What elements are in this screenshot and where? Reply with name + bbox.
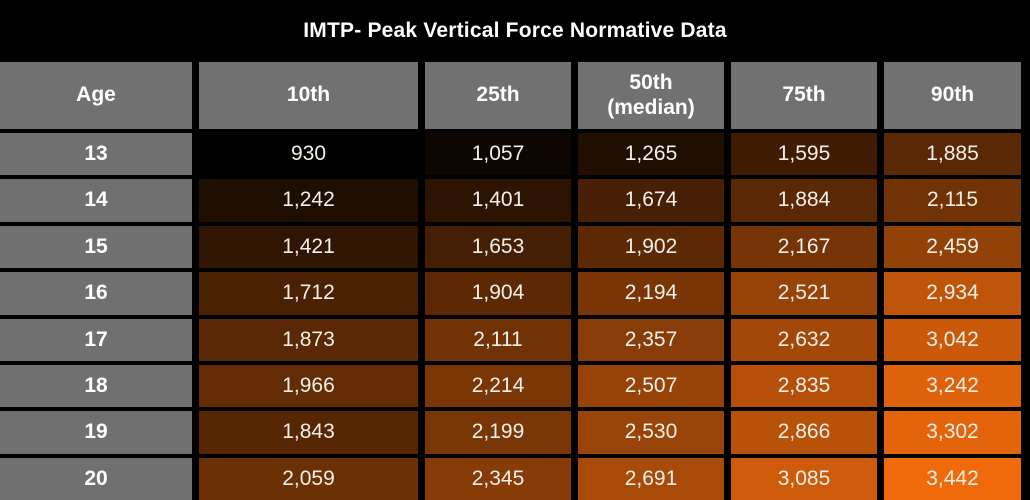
value-cell: 3,302 <box>884 411 1021 454</box>
column-header-sublabel: (median) <box>607 95 695 119</box>
value-cell: 3,442 <box>884 457 1021 500</box>
value-cell: 2,866 <box>731 411 877 454</box>
value-cell: 1,265 <box>578 133 724 176</box>
value-cell: 1,401 <box>425 179 571 222</box>
value-cell: 2,345 <box>425 457 571 500</box>
value-cell: 2,059 <box>199 457 418 500</box>
column-header-age: Age <box>0 62 192 129</box>
value-cell: 1,904 <box>425 272 571 315</box>
age-cell: 17 <box>0 318 192 361</box>
value-cell: 1,966 <box>199 364 418 408</box>
value-cell: 2,835 <box>731 364 877 408</box>
value-cell: 1,674 <box>578 179 724 222</box>
column-header-75th: 75th <box>731 62 877 129</box>
value-cell: 1,595 <box>731 133 877 176</box>
column-header-label: 10th <box>286 83 331 107</box>
value-cell: 1,873 <box>199 318 418 361</box>
value-cell: 2,691 <box>578 457 724 500</box>
value-cell: 3,085 <box>731 457 877 500</box>
value-cell: 2,111 <box>425 318 571 361</box>
value-cell: 2,357 <box>578 318 724 361</box>
value-cell: 2,507 <box>578 364 724 408</box>
column-header-label: 50th <box>629 71 673 95</box>
column-header-90th: 90th <box>884 62 1021 129</box>
column-header-label: Age <box>76 83 116 107</box>
column-header-25th: 25th <box>425 62 571 129</box>
value-cell: 2,934 <box>884 272 1021 315</box>
age-cell: 20 <box>0 457 192 500</box>
column-header-label: 75th <box>782 83 826 107</box>
value-cell: 2,194 <box>578 272 724 315</box>
value-cell: 1,712 <box>199 272 418 315</box>
normative-table: Age 10th 25th 50th (median) 75th 90th 13… <box>0 62 1030 500</box>
value-cell: 2,530 <box>578 411 724 454</box>
column-header-10th: 10th <box>199 62 418 129</box>
value-cell: 2,167 <box>731 225 877 269</box>
value-cell: 1,057 <box>425 133 571 176</box>
value-cell: 1,843 <box>199 411 418 454</box>
value-cell: 2,459 <box>884 225 1021 269</box>
value-cell: 3,042 <box>884 318 1021 361</box>
column-header-label: 25th <box>476 83 520 107</box>
table-title: IMTP- Peak Vertical Force Normative Data <box>303 19 727 42</box>
value-cell: 2,115 <box>884 179 1021 222</box>
value-cell: 1,242 <box>199 179 418 222</box>
value-cell: 1,885 <box>884 133 1021 176</box>
value-cell: 2,521 <box>731 272 877 315</box>
age-cell: 16 <box>0 272 192 315</box>
value-cell: 1,421 <box>199 225 418 269</box>
value-cell: 3,242 <box>884 364 1021 408</box>
age-cell: 18 <box>0 364 192 408</box>
age-cell: 14 <box>0 179 192 222</box>
value-cell: 1,884 <box>731 179 877 222</box>
age-cell: 13 <box>0 133 192 176</box>
value-cell: 930 <box>199 133 418 176</box>
value-cell: 1,902 <box>578 225 724 269</box>
value-cell: 2,632 <box>731 318 877 361</box>
title-bar: IMTP- Peak Vertical Force Normative Data <box>0 0 1030 62</box>
value-cell: 2,214 <box>425 364 571 408</box>
value-cell: 1,653 <box>425 225 571 269</box>
column-header-label: 90th <box>930 83 975 107</box>
age-cell: 19 <box>0 411 192 454</box>
age-cell: 15 <box>0 225 192 269</box>
column-header-50th: 50th (median) <box>578 62 724 129</box>
value-cell: 2,199 <box>425 411 571 454</box>
